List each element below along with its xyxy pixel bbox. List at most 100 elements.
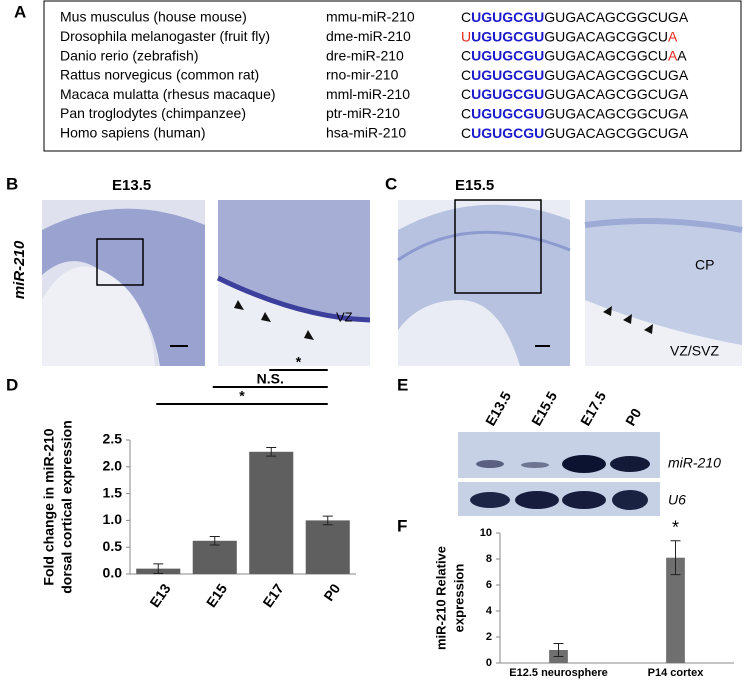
row-label: U6 xyxy=(668,492,686,508)
significance-label: N.S. xyxy=(257,371,284,387)
micrograph xyxy=(42,200,205,366)
species: Macaca mulatta (rhesus macaque) xyxy=(60,86,276,102)
sequence-part: A xyxy=(668,47,678,63)
lane-label: E13.5 xyxy=(482,388,514,428)
sequence-part: UGUGCGU xyxy=(471,9,544,25)
table-frame xyxy=(43,0,742,152)
sequence: CUGUGCGUGUGACAGCGGCUGA xyxy=(461,9,689,25)
sequence: CUGUGCGUGUGACAGCGGCUGA xyxy=(461,86,689,102)
bar xyxy=(305,520,350,574)
sequence-part: GUGACAGCGGCUGA xyxy=(544,125,689,141)
error-bar xyxy=(209,535,220,546)
y-axis-label: dorsal cortical expression xyxy=(59,420,75,594)
micrograph: VZ xyxy=(216,200,371,366)
species: Mus musculus (house mouse) xyxy=(60,9,247,25)
x-tick-label: E12.5 neurosphere xyxy=(509,667,607,679)
sequence-part: UGUGCGU xyxy=(471,47,544,63)
y-axis-label: expression xyxy=(451,564,466,633)
species: Danio rerio (zebrafish) xyxy=(60,47,199,63)
sequence-part: GUGACAGCGGCU xyxy=(544,28,668,44)
sequence-part: U xyxy=(461,28,471,44)
sequence-part: C xyxy=(461,67,471,83)
micrograph xyxy=(397,199,571,366)
significance-label: * xyxy=(296,354,302,370)
mirna-id: mmu-miR-210 xyxy=(326,9,415,25)
stage-label: E15.5 xyxy=(455,177,494,194)
y-tick-label: 8 xyxy=(486,553,492,565)
species: Pan troglodytes (chimpanzee) xyxy=(60,105,246,121)
sequence-part: GUGACAGCGGCUGA xyxy=(544,105,689,121)
y-tick-label: 2 xyxy=(486,631,492,643)
micrograph: CP VZ/SVZ xyxy=(584,200,743,366)
sequence-part: A xyxy=(668,28,678,44)
error-bar xyxy=(322,515,333,526)
sequence-part: GUGACAGCGGCUGA xyxy=(544,9,689,25)
sequence: UUGUGCGUGUGACAGCGGCUA xyxy=(461,28,678,44)
significance-label: * xyxy=(239,388,245,404)
species: Rattus norvegicus (common rat) xyxy=(60,67,259,83)
stage-label: E13.5 xyxy=(112,177,151,194)
sequence-part: C xyxy=(461,105,471,121)
y-tick-label: 1.0 xyxy=(103,511,123,527)
y-tick-label: 0.5 xyxy=(103,538,123,554)
y-axis-label: miR-210 Relative xyxy=(433,546,448,650)
panel-label: A xyxy=(14,2,26,21)
bar xyxy=(249,451,294,574)
zone-label: VZ/SVZ xyxy=(670,343,719,359)
mirna-id: mml-miR-210 xyxy=(326,86,410,102)
y-tick-label: 2.0 xyxy=(103,458,123,474)
mirna-id: hsa-miR-210 xyxy=(326,125,406,141)
sequence-part: UGUGCGU xyxy=(471,105,544,121)
species: Drosophila melanogaster (fruit fly) xyxy=(60,28,270,44)
panel-label: B xyxy=(6,174,18,193)
y-tick-label: 10 xyxy=(480,527,492,539)
sequence-part: UGUGCGU xyxy=(471,125,544,141)
y-tick-label: 6 xyxy=(486,579,492,591)
error-bar xyxy=(670,540,681,576)
y-tick-label: 0 xyxy=(486,657,492,669)
x-tick-label: E17 xyxy=(259,581,287,611)
y-tick-label: 4 xyxy=(486,605,493,617)
mirna-id: dre-miR-210 xyxy=(326,47,404,63)
y-tick-label: 2.5 xyxy=(103,431,123,447)
significance-label: * xyxy=(672,518,679,538)
lane-label: E15.5 xyxy=(528,388,560,428)
row-label: miR-210 xyxy=(668,455,721,471)
sequence-part: GUGACAGCGGCUGA xyxy=(544,67,689,83)
y-tick-label: 0.0 xyxy=(103,565,123,581)
zone-label: CP xyxy=(695,257,714,273)
sequence: CUGUGCGUGUGACAGCGGCUGA xyxy=(461,67,689,83)
sequence: CUGUGCGUGUGACAGCGGCUAA xyxy=(461,47,687,63)
panel-label: C xyxy=(385,174,397,193)
sequence-part: GUGACAGCGGCU xyxy=(544,47,668,63)
panel-label: E xyxy=(397,375,408,394)
species: Homo sapiens (human) xyxy=(60,125,206,141)
bar xyxy=(666,557,685,663)
error-bar xyxy=(153,563,164,574)
error-bar xyxy=(266,447,277,457)
sequence-part: UGUGCGU xyxy=(471,86,544,102)
sequence-part: C xyxy=(461,86,471,102)
sequence-part: UGUGCGU xyxy=(471,67,544,83)
y-axis-label: Fold change in miR-210 xyxy=(41,428,57,585)
lane-label: E17.5 xyxy=(577,388,609,428)
mirna-id: dme-miR-210 xyxy=(326,28,411,44)
y-tick-label: 1.5 xyxy=(103,484,123,500)
sequence-part: A xyxy=(677,47,687,63)
sequence-part: UGUGCGU xyxy=(471,28,544,44)
blot xyxy=(458,432,660,516)
sequence: CUGUGCGUGUGACAGCGGCUGA xyxy=(461,125,689,141)
panel-label: F xyxy=(397,516,407,535)
charts: 0.0 0.5 1.0 1.5 2.0 2.5 Fold change in miR-210… xyxy=(41,354,734,679)
x-tick-label: E15 xyxy=(203,581,231,611)
panel-label: D xyxy=(6,375,18,394)
zone-label: VZ xyxy=(336,309,353,324)
x-tick-label: E13 xyxy=(146,581,174,611)
mirna-id: ptr-miR-210 xyxy=(326,105,400,121)
sequence-part: C xyxy=(461,9,471,25)
sequence-part: GUGACAGCGGCUGA xyxy=(544,86,689,102)
sequence-part: C xyxy=(461,125,471,141)
error-bar xyxy=(553,643,564,657)
lane-label: P0 xyxy=(622,405,645,428)
